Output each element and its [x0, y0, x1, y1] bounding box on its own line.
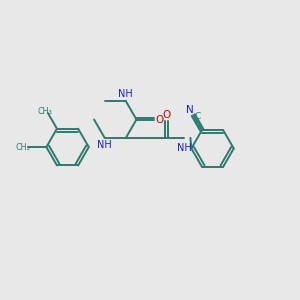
Text: C: C — [195, 112, 201, 121]
Text: N: N — [187, 105, 194, 115]
Text: NH: NH — [118, 89, 133, 99]
Text: NH: NH — [97, 140, 111, 150]
Text: CH₃: CH₃ — [38, 107, 53, 116]
Text: O: O — [156, 115, 164, 124]
Text: O: O — [163, 110, 171, 121]
Text: NH: NH — [177, 143, 191, 153]
Text: CH₃: CH₃ — [16, 142, 30, 152]
